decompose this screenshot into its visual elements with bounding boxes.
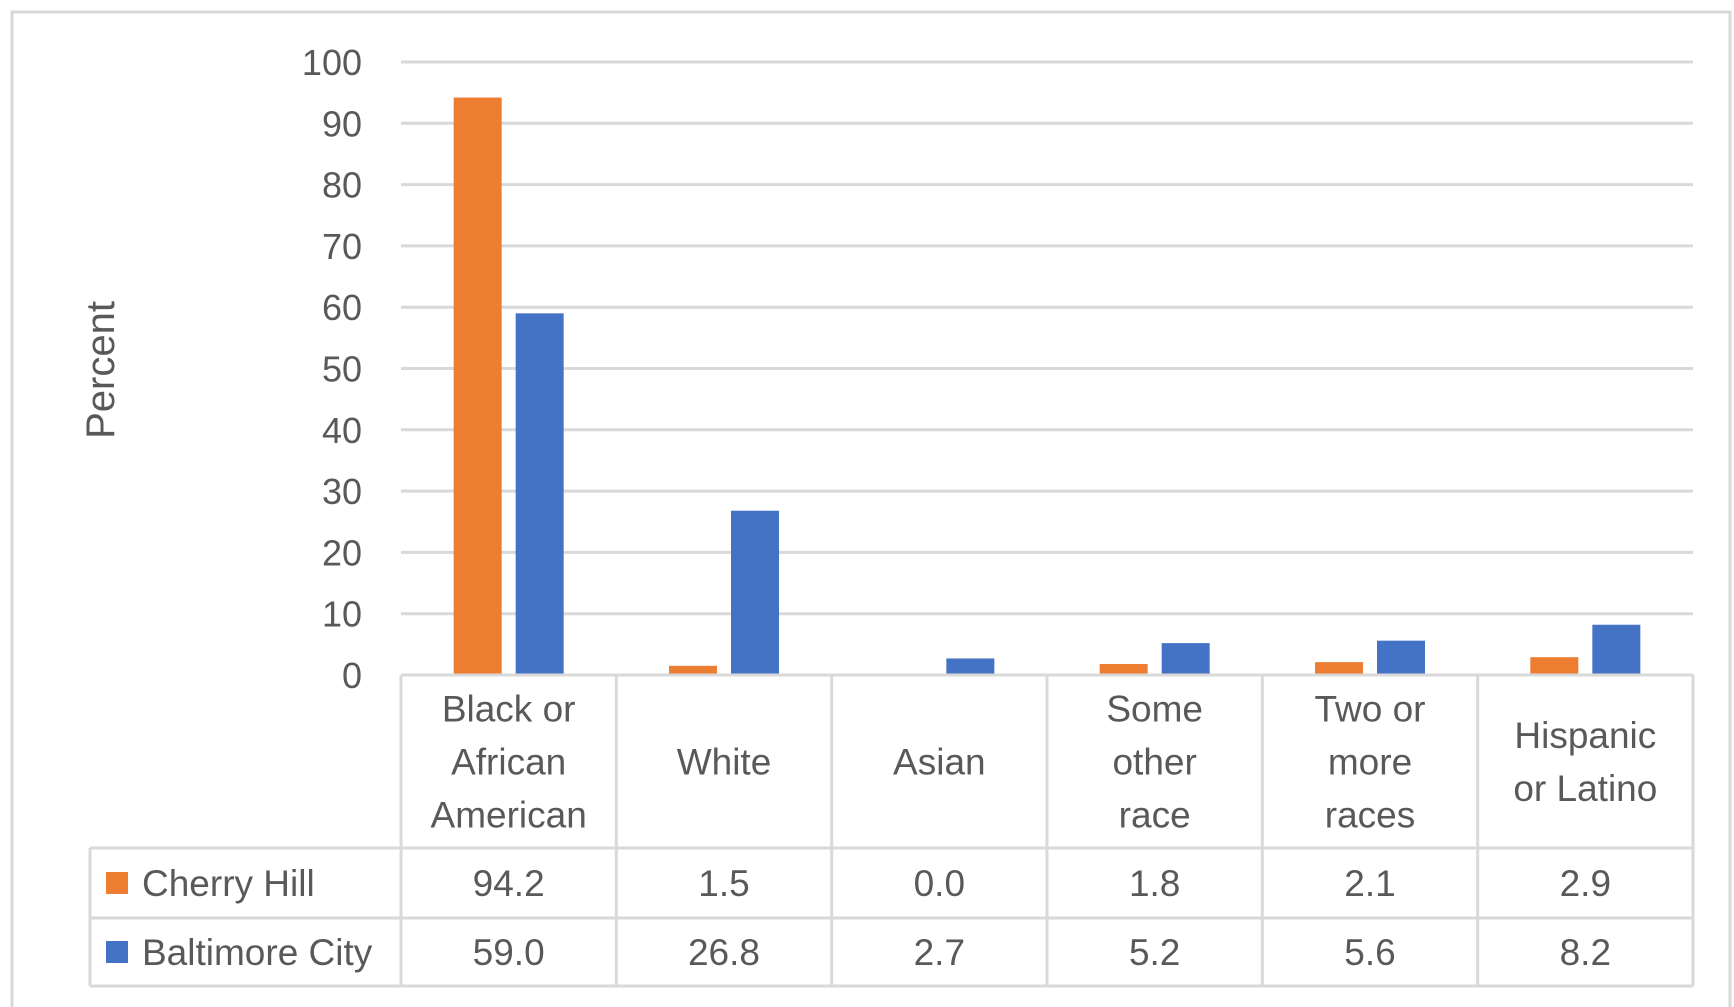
data-table: Black or African American White Asian Some oth… <box>88 673 1695 988</box>
category-label-line: White <box>677 742 772 783</box>
legend-key-baltimore-city <box>106 941 128 963</box>
bar-cherry-hill <box>1530 657 1579 675</box>
category-label: Two or more races <box>1314 689 1425 836</box>
y-tick-label: 20 <box>322 532 362 573</box>
category-label-line: races <box>1325 795 1415 836</box>
category-label-line: or Latino <box>1513 768 1657 809</box>
y-tick-label: 0 <box>342 655 362 696</box>
legend-key-cherry-hill <box>106 872 128 894</box>
category-label-line: African <box>451 742 566 783</box>
category-label-line: American <box>431 795 587 836</box>
table-cell-value: 2.9 <box>1560 863 1611 904</box>
bar-cherry-hill <box>1315 662 1363 675</box>
category-label-line: Some <box>1106 689 1203 730</box>
y-axis-title: Percent <box>79 301 123 439</box>
series-name-baltimore-city: Baltimore City <box>142 932 373 973</box>
y-tick-label: 100 <box>302 42 362 83</box>
category-label: White <box>677 742 772 783</box>
y-tick-label: 50 <box>322 349 362 390</box>
bar-cherry-hill <box>1099 663 1148 675</box>
y-tick-label: 40 <box>322 410 362 451</box>
table-cell-value: 1.8 <box>1129 863 1180 904</box>
y-tick-label: 70 <box>322 226 362 267</box>
table-cell-value: 2.1 <box>1344 863 1395 904</box>
bars <box>453 97 1641 675</box>
category-label-line: Asian <box>893 742 986 783</box>
category-label: Asian <box>893 742 986 783</box>
series-name-cherry-hill: Cherry Hill <box>142 863 315 904</box>
bar-baltimore-city <box>1161 643 1210 675</box>
y-tick-label: 80 <box>322 165 362 206</box>
y-tick-label: 60 <box>322 287 362 328</box>
category-label: Some other race <box>1106 689 1203 836</box>
gridlines <box>401 60 1693 616</box>
category-label-line: other <box>1112 742 1196 783</box>
bar-cherry-hill <box>453 97 502 675</box>
table-cell-value: 8.2 <box>1560 932 1611 973</box>
table-cell-value: 1.5 <box>698 863 749 904</box>
bar-baltimore-city <box>731 510 779 675</box>
table-cell-value: 59.0 <box>473 932 545 973</box>
y-tick-label: 30 <box>322 471 362 512</box>
bar-baltimore-city <box>946 658 995 675</box>
table-cell-value: 5.6 <box>1344 932 1395 973</box>
table-cell-value: 5.2 <box>1129 932 1180 973</box>
y-tick-label: 90 <box>322 103 362 144</box>
table-cell-value: 26.8 <box>688 932 760 973</box>
category-label-line: more <box>1328 742 1412 783</box>
chart-frame <box>10 10 1732 1007</box>
y-axis-ticks: 0 10 20 30 40 50 60 70 80 90 100 <box>302 42 362 696</box>
category-label-line: Two or <box>1314 689 1425 730</box>
table-cell-value: 0.0 <box>914 863 965 904</box>
category-label: Black or African American <box>431 689 587 836</box>
bar-baltimore-city <box>1377 640 1425 675</box>
bar-baltimore-city <box>1592 624 1641 675</box>
category-label: Hispanic or Latino <box>1513 715 1657 809</box>
bar-cherry-hill <box>669 665 717 675</box>
table-cell-value: 94.2 <box>473 863 545 904</box>
bar-baltimore-city <box>515 313 564 675</box>
category-label-line: Hispanic <box>1514 715 1656 756</box>
category-label-line: race <box>1119 795 1191 836</box>
category-label-line: Black or <box>442 689 576 730</box>
table-cell-value: 2.7 <box>914 932 965 973</box>
y-tick-label: 10 <box>322 594 362 635</box>
